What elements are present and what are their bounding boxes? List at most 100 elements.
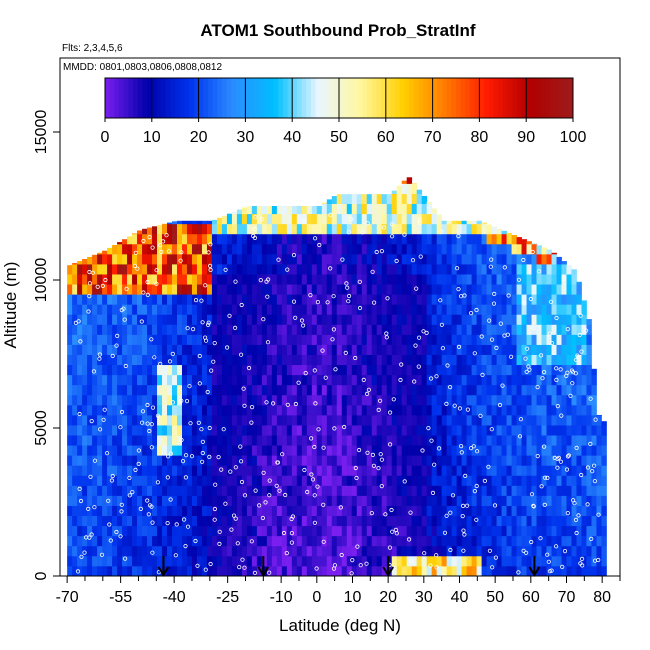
sample-point <box>528 296 534 302</box>
heat-cell <box>216 374 223 386</box>
sample-point <box>554 377 559 382</box>
heat-cell <box>162 304 168 315</box>
colorbar-segment <box>353 78 359 118</box>
heat-cell <box>107 425 113 436</box>
heat-cell <box>241 425 248 436</box>
heat-cell <box>506 364 512 376</box>
heat-cell <box>176 535 183 547</box>
heat-cell <box>196 525 203 537</box>
heat-cell <box>191 394 198 406</box>
heat-cell <box>211 425 218 436</box>
heat-cell <box>246 344 253 355</box>
heat-cell <box>236 223 243 235</box>
heat-cell <box>566 455 572 466</box>
heat-cell <box>261 223 268 235</box>
heat-cell <box>211 515 218 527</box>
heat-cell <box>401 465 408 476</box>
sample-point <box>498 321 503 326</box>
heat-cell <box>301 223 308 235</box>
heat-cell <box>291 495 298 506</box>
heat-cell <box>381 203 388 215</box>
heat-cell <box>142 505 148 517</box>
heat-cell <box>456 525 463 537</box>
heat-cell <box>137 264 143 275</box>
heat-cell <box>331 374 338 386</box>
sample-point <box>409 559 414 564</box>
heat-cell <box>306 364 313 376</box>
heat-cell <box>246 435 253 446</box>
heat-cell <box>172 475 178 486</box>
heat-cell <box>376 414 383 426</box>
heat-cell <box>406 525 413 537</box>
heat-cell <box>246 354 253 366</box>
heat-cell <box>566 515 572 527</box>
sample-point <box>546 559 551 564</box>
sample-point <box>149 445 154 450</box>
heat-cell <box>426 435 433 446</box>
heat-cell <box>67 515 73 527</box>
heat-cell <box>526 414 532 426</box>
heat-cell <box>506 314 512 325</box>
heat-cell <box>107 535 113 547</box>
heat-cell <box>551 445 557 456</box>
heat-cell <box>117 404 123 416</box>
heat-cell <box>516 425 522 436</box>
sample-point <box>558 367 563 372</box>
heat-cell <box>556 545 562 557</box>
heat-cell <box>132 435 138 446</box>
sample-point <box>569 368 575 373</box>
x-axis: -70 -55 -40 -25 -10 0 10 20 30 40 50 60 70 80 <box>56 576 621 606</box>
heat-cell <box>371 425 378 436</box>
heat-cell <box>132 445 138 456</box>
sample-point <box>174 522 179 527</box>
heat-cell <box>162 354 168 366</box>
heat-cell <box>127 334 133 345</box>
heat-cell <box>366 384 373 396</box>
heat-cell <box>581 364 587 376</box>
heat-cell <box>561 354 567 366</box>
heat-cell <box>211 364 218 376</box>
heat-cell <box>122 435 128 446</box>
heat-cell <box>381 284 388 295</box>
sample-point <box>579 472 584 478</box>
heat-cell <box>256 555 263 567</box>
heat-cell <box>396 445 403 456</box>
heat-cell <box>281 515 288 527</box>
heat-cell <box>551 525 557 537</box>
heat-cell <box>326 284 333 295</box>
heat-cell <box>291 445 298 456</box>
heat-cell <box>186 264 193 275</box>
heat-cell <box>152 465 158 476</box>
heat-cell <box>336 505 343 517</box>
heat-cell <box>481 515 487 527</box>
heat-cell <box>87 425 93 436</box>
y-axis-label: Altitude (m) <box>1 262 20 349</box>
heat-cell <box>376 233 383 245</box>
heat-cell <box>506 334 512 345</box>
heat-cell <box>271 425 278 436</box>
heat-cell <box>436 314 443 325</box>
heat-cell <box>586 425 592 436</box>
heat-cell <box>446 384 453 396</box>
sample-point <box>552 455 557 460</box>
heat-cell <box>331 223 338 235</box>
heat-cell <box>436 374 443 386</box>
heat-cell <box>356 284 363 295</box>
heat-cell <box>256 233 263 245</box>
heat-cell <box>496 364 502 376</box>
heat-cell <box>216 565 223 576</box>
heat-cell <box>176 220 183 225</box>
heat-cell <box>246 515 253 527</box>
heat-cell <box>206 425 213 436</box>
heat-cell <box>506 304 512 315</box>
heat-cell <box>341 314 348 325</box>
heat-cell <box>416 294 423 305</box>
heat-cell <box>321 485 328 496</box>
heat-cell <box>162 445 168 456</box>
heat-cell <box>331 565 338 576</box>
colorbar-segment <box>446 78 452 118</box>
sample-point <box>492 291 497 296</box>
heat-cell <box>521 264 527 275</box>
heat-cell <box>286 243 293 255</box>
heat-cell <box>321 233 328 245</box>
